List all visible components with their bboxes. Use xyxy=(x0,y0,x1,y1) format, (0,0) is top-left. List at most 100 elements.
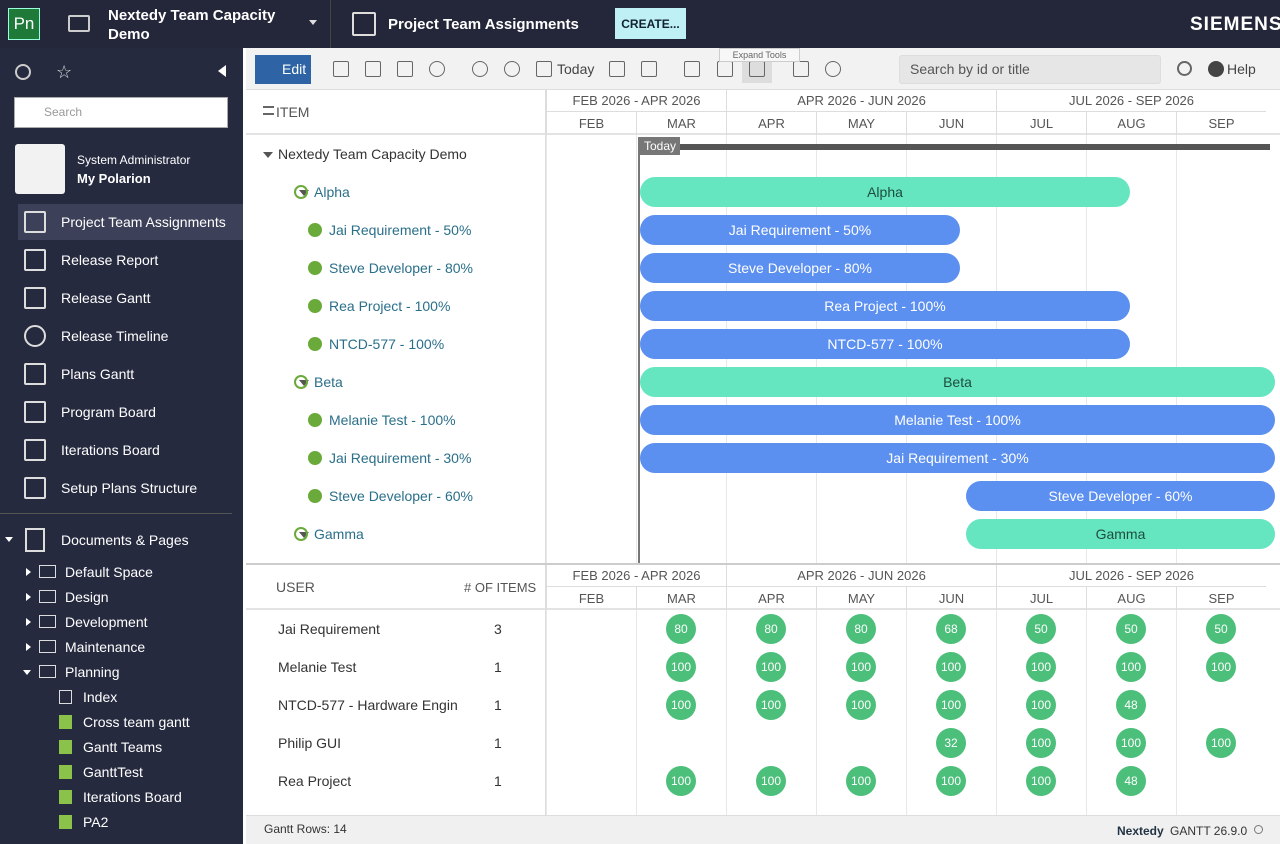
month-label: JUN xyxy=(906,112,996,135)
user-link[interactable]: My Polarion xyxy=(77,171,151,186)
grid-line xyxy=(1176,610,1177,815)
divider xyxy=(0,513,232,514)
month-label: MAR xyxy=(636,587,726,610)
load-bubble: 100 xyxy=(1026,690,1056,720)
gantt-item[interactable]: Steve Developer - 60% xyxy=(329,488,473,504)
month-label: APR xyxy=(726,587,816,610)
gantt-bar[interactable]: Jai Requirement - 30% xyxy=(640,443,1275,473)
doc-icon xyxy=(59,765,72,779)
item-count: 1 xyxy=(494,735,502,751)
tool-icon[interactable] xyxy=(429,61,445,77)
gantt-search[interactable]: Search by id or title xyxy=(899,55,1161,84)
nav-icon xyxy=(24,325,46,347)
gantt-bar[interactable]: Gamma xyxy=(966,519,1275,549)
folder-icon xyxy=(39,665,56,678)
tool-icon[interactable] xyxy=(365,61,381,77)
tool-icon[interactable] xyxy=(609,61,625,77)
load-bubble: 32 xyxy=(936,728,966,758)
edit-button[interactable]: Edit xyxy=(255,55,311,84)
nav-item[interactable]: Setup Plans Structure xyxy=(61,480,198,496)
gantt-bar[interactable]: Steve Developer - 80% xyxy=(640,253,960,283)
doc-item[interactable]: Index xyxy=(83,689,118,705)
nav-icon xyxy=(24,363,46,385)
team-icon xyxy=(294,185,308,199)
gantt-item[interactable]: Alpha xyxy=(314,184,350,200)
space-item[interactable]: Maintenance xyxy=(65,639,146,655)
load-bubble: 100 xyxy=(1026,766,1056,796)
load-bubble: 100 xyxy=(846,652,876,682)
doc-item[interactable]: GanttTest xyxy=(83,764,143,780)
load-bubble: 100 xyxy=(756,690,786,720)
load-bubble: 100 xyxy=(1206,728,1236,758)
gantt-item[interactable]: Rea Project - 100% xyxy=(329,298,451,314)
gantt-item[interactable]: Melanie Test - 100% xyxy=(329,412,456,428)
item-count: 1 xyxy=(494,773,502,789)
doc-item[interactable]: PA2 xyxy=(83,814,109,830)
nav-item[interactable]: Release Timeline xyxy=(61,328,169,344)
tool-icon[interactable] xyxy=(641,61,657,77)
gantt-bar[interactable]: Jai Requirement - 50% xyxy=(640,215,960,245)
today-button[interactable]: Today xyxy=(557,61,595,77)
item-icon xyxy=(308,489,322,503)
gantt-item[interactable]: Jai Requirement - 50% xyxy=(329,222,472,238)
tool-icon[interactable] xyxy=(749,61,765,77)
nav-item[interactable]: Iterations Board xyxy=(61,442,160,458)
space-item[interactable]: Design xyxy=(65,589,109,605)
month-label: MAR xyxy=(636,112,726,135)
gantt-bar[interactable]: NTCD-577 - 100% xyxy=(640,329,1130,359)
gantt-item[interactable]: Nextedy Team Capacity Demo xyxy=(278,146,467,162)
load-bubble: 100 xyxy=(846,690,876,720)
timeline-header xyxy=(546,90,1280,135)
gantt-bar[interactable]: Rea Project - 100% xyxy=(640,291,1130,321)
gantt-item[interactable]: Steve Developer - 80% xyxy=(329,260,473,276)
nav-item[interactable]: Plans Gantt xyxy=(61,366,135,382)
nav-item[interactable]: Release Report xyxy=(61,252,159,268)
nav-item[interactable]: Program Board xyxy=(61,404,156,420)
gantt-item[interactable]: Jai Requirement - 30% xyxy=(329,450,472,466)
user-name[interactable]: Rea Project xyxy=(278,773,352,789)
settings-icon[interactable] xyxy=(1254,825,1263,834)
user-name[interactable]: NTCD-577 - Hardware Engine xyxy=(278,697,458,713)
docs-title[interactable]: Documents & Pages xyxy=(61,532,189,548)
item-header: ITEM xyxy=(246,90,546,135)
space-item[interactable]: Planning xyxy=(65,664,120,680)
user-name[interactable]: Jai Requirement xyxy=(278,621,380,637)
load-bubble: 100 xyxy=(756,766,786,796)
load-bubble: 80 xyxy=(846,614,876,644)
tool-icon[interactable] xyxy=(684,61,700,77)
space-item[interactable]: Development xyxy=(65,614,148,630)
space-item[interactable]: Default Space xyxy=(65,564,153,580)
settings-icon[interactable] xyxy=(1177,61,1192,76)
tool-icon[interactable] xyxy=(793,61,809,77)
collapse-icon[interactable] xyxy=(218,65,226,77)
tool-icon[interactable] xyxy=(397,61,413,77)
project-name[interactable]: Nextedy Team Capacity Demo xyxy=(108,7,276,43)
nav-item[interactable]: Project Team Assignments xyxy=(61,214,226,230)
create-button[interactable]: CREATE... xyxy=(615,8,686,39)
tool-icon[interactable] xyxy=(472,61,488,77)
tool-icon[interactable] xyxy=(536,61,552,77)
gantt-bar[interactable]: Alpha xyxy=(640,177,1130,207)
doc-item[interactable]: Iterations Board xyxy=(83,789,182,805)
gantt-bar[interactable]: Steve Developer - 60% xyxy=(966,481,1275,511)
settings-icon[interactable] xyxy=(15,64,31,80)
sidebar-search[interactable]: Search xyxy=(14,97,228,128)
help[interactable]: Help xyxy=(1227,61,1256,77)
tool-icon[interactable] xyxy=(504,61,520,77)
user-name[interactable]: Melanie Test xyxy=(278,659,357,675)
tool-icon[interactable] xyxy=(717,61,733,77)
nav-item[interactable]: Release Gantt xyxy=(61,290,151,306)
tool-icon[interactable] xyxy=(333,61,349,77)
grid-line xyxy=(546,135,547,563)
gantt-item[interactable]: Beta xyxy=(314,374,343,390)
today-line xyxy=(638,137,640,563)
gantt-item[interactable]: NTCD-577 - 100% xyxy=(329,336,445,352)
gantt-item[interactable]: Gamma xyxy=(314,526,364,542)
gantt-bar[interactable]: Melanie Test - 100% xyxy=(640,405,1275,435)
doc-item[interactable]: Cross team gantt xyxy=(83,714,190,730)
month-label: AUG xyxy=(1086,587,1176,610)
user-name[interactable]: Philip GUI xyxy=(278,735,342,751)
tool-icon[interactable] xyxy=(825,61,841,77)
doc-item[interactable]: Gantt Teams xyxy=(83,739,163,755)
gantt-bar[interactable]: Beta xyxy=(640,367,1275,397)
